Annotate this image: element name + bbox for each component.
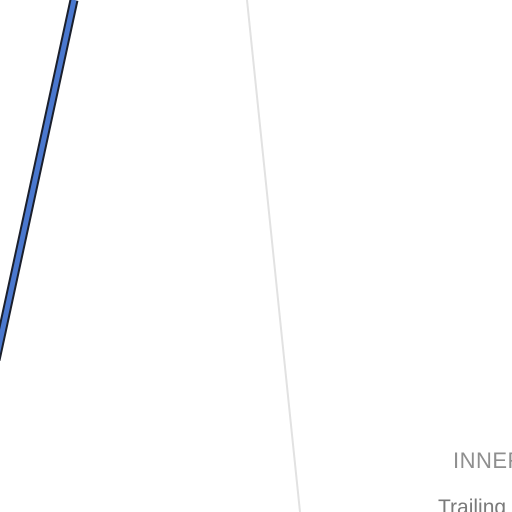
trail-label: Trailing <box>438 496 507 512</box>
route-line[interactable] <box>0 0 77 360</box>
district-label: INNER <box>453 448 512 473</box>
boundary-line <box>246 0 301 512</box>
